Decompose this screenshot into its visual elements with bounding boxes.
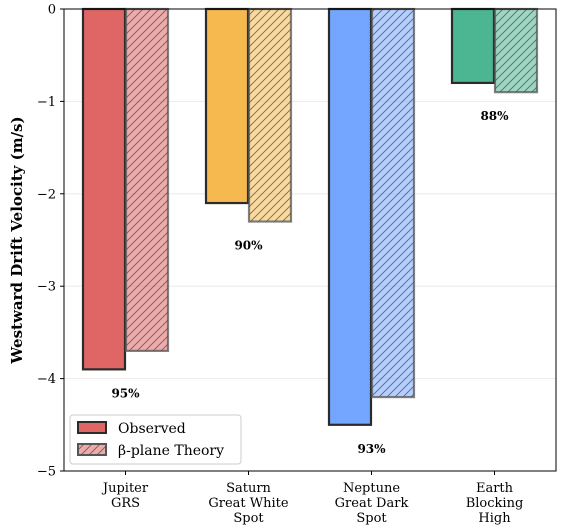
category-label: High <box>478 511 511 526</box>
legend-box <box>69 414 242 465</box>
bar-theory-hatch <box>370 7 416 399</box>
y-tick-label: −2 <box>37 187 56 202</box>
category-label: Blocking <box>466 496 524 511</box>
agreement-label: 95% <box>111 386 140 400</box>
category-label: Jupiter <box>101 481 149 496</box>
y-tick-label: −3 <box>37 280 56 295</box>
axes <box>60 8 557 475</box>
category-label: GRS <box>111 496 140 511</box>
plot-frame <box>63 8 557 472</box>
bar-theory-hatch <box>493 7 539 94</box>
category-label: Spot <box>233 511 264 526</box>
bar-theory <box>493 7 539 94</box>
bar-theory <box>124 7 170 352</box>
bar-observed <box>81 7 127 371</box>
category-label: Great Dark <box>335 496 409 511</box>
y-tick-label: −4 <box>37 372 56 387</box>
legend-swatch-observed <box>77 421 107 434</box>
legend: Observed β-plane Theory <box>69 414 242 465</box>
bar-theory-hatch <box>124 7 170 352</box>
agreement-label: 93% <box>357 442 386 456</box>
y-axis-label: Westward Drift Velocity (m/s) <box>8 116 26 364</box>
y-tick-label: 0 <box>48 3 56 18</box>
bar-theory-hatch <box>247 7 293 223</box>
bar-theory <box>370 7 416 399</box>
category-label: Great White <box>208 496 289 511</box>
agreement-label: 88% <box>480 109 509 123</box>
category-label: Earth <box>476 481 514 496</box>
category-label: Neptune <box>343 481 400 496</box>
category-label: Spot <box>356 511 387 526</box>
bar-theory <box>247 7 293 223</box>
legend-label-observed: Observed <box>118 421 186 437</box>
bar-observed <box>204 7 250 205</box>
y-tick-label: −1 <box>37 95 56 110</box>
legend-label-theory: β-plane Theory <box>118 443 224 459</box>
legend-swatch-theory <box>77 443 107 456</box>
bar-observed <box>450 7 496 85</box>
y-tick-label: −5 <box>37 465 56 480</box>
bar-observed <box>327 7 373 426</box>
category-label: Saturn <box>226 481 271 496</box>
bars <box>81 7 539 426</box>
agreement-label: 90% <box>234 239 263 253</box>
